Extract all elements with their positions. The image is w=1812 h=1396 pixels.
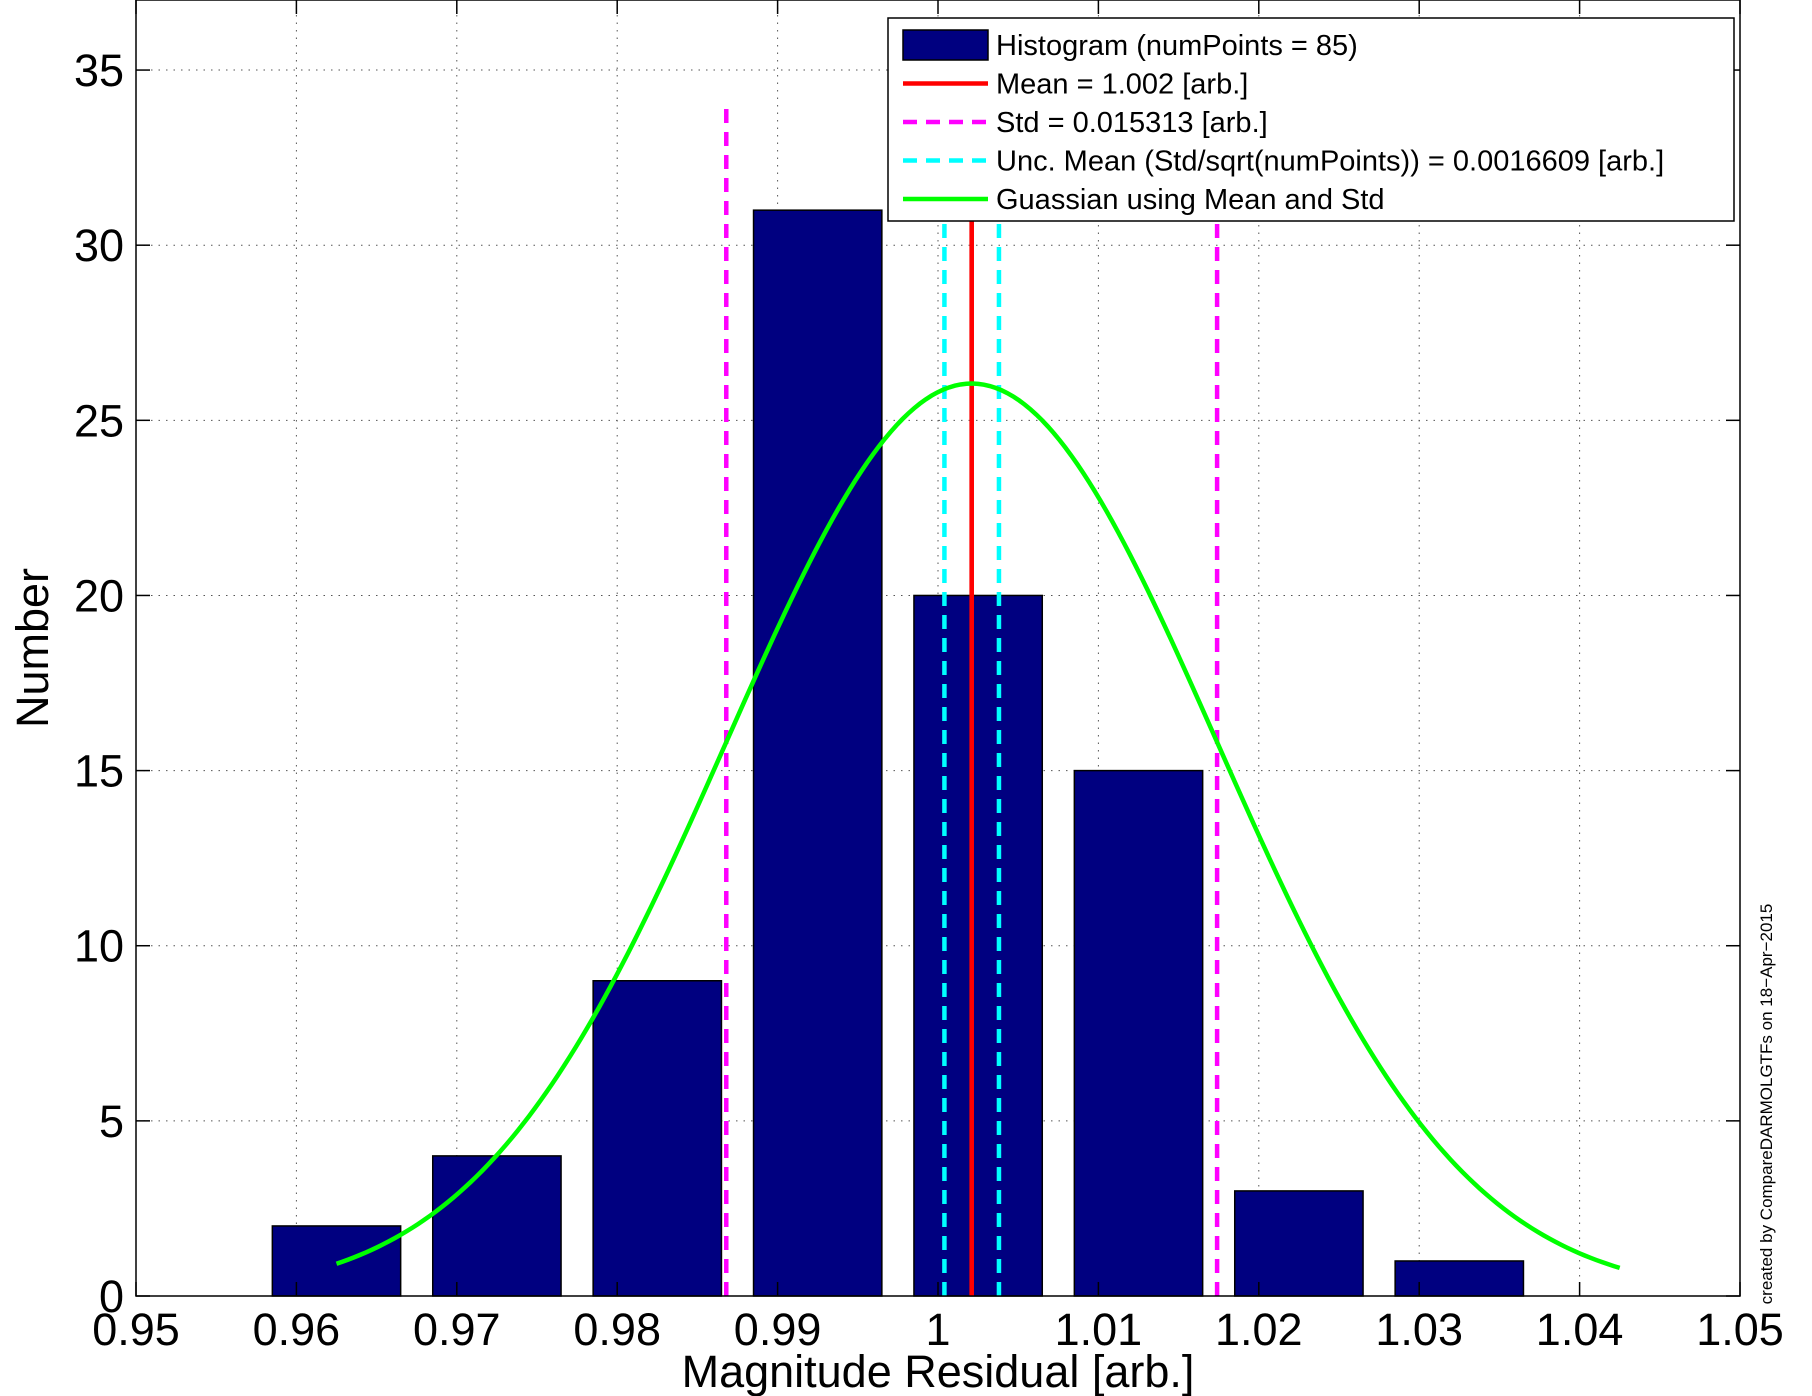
y-tick-label: 5 (99, 1096, 124, 1147)
histogram-bar (431, 1155, 562, 1297)
histogram-bar (1073, 769, 1204, 1297)
x-axis-label: Magnitude Residual [arb.] (682, 1346, 1195, 1396)
y-axis-label: Number (7, 568, 58, 728)
legend-label: Std = 0.015313 [arb.] (996, 107, 1268, 139)
histogram-bars (271, 209, 1525, 1297)
y-tick-label: 30 (74, 220, 124, 271)
x-tick-label: 1.04 (1536, 1304, 1624, 1355)
x-tick-label: 1.05 (1696, 1304, 1784, 1355)
legend-label: Guassian using Mean and Std (996, 184, 1385, 216)
axis-ticks: 0.95 0.96 0.97 0.98 0.99 1 1.01 1.02 1.03 1.04 1.0… (74, 0, 1784, 1355)
legend: Histogram (numPoints = 85) Mean = 1.002 [… (887, 17, 1735, 222)
x-tick-label: 0.96 (253, 1304, 341, 1355)
histogram-bar (1394, 1260, 1525, 1297)
gaussian-curve (335, 381, 1621, 1271)
y-tick-label: 35 (74, 45, 124, 96)
histogram-bar (271, 1225, 402, 1297)
x-tick-label: 1.01 (1055, 1304, 1143, 1355)
legend-swatch (902, 29, 989, 61)
legend-label: Mean = 1.002 [arb.] (996, 69, 1248, 101)
legend-box (887, 17, 1735, 222)
y-tick-label: 0 (99, 1271, 124, 1322)
y-tick-label: 15 (74, 746, 124, 797)
histogram-bar (1233, 1190, 1364, 1297)
statistic-lines (724, 105, 1220, 1296)
x-tick-label: 1 (925, 1304, 950, 1355)
histogram-bar (752, 209, 883, 1297)
legend-label: Histogram (numPoints = 85) (996, 30, 1358, 62)
x-tick-label: 0.99 (734, 1304, 822, 1355)
x-tick-label: 1.02 (1215, 1304, 1303, 1355)
y-tick-label: 20 (74, 570, 124, 621)
x-tick-label: 1.03 (1375, 1304, 1463, 1355)
legend-label: Unc. Mean (Std/sqrt(numPoints)) = 0.0016… (996, 146, 1664, 178)
y-tick-label: 10 (74, 921, 124, 972)
x-tick-label: 0.95 (92, 1304, 180, 1355)
y-tick-label: 25 (74, 395, 124, 446)
histogram-bar (592, 980, 723, 1297)
gaussian-curve-line (335, 381, 1621, 1271)
histogram-bar (913, 594, 1044, 1297)
x-tick-label: 0.98 (573, 1304, 661, 1355)
x-tick-label: 0.97 (413, 1304, 501, 1355)
creation-annotation: created by CompareDARMOLGTFs on 18−Apr−2… (1757, 904, 1776, 1305)
